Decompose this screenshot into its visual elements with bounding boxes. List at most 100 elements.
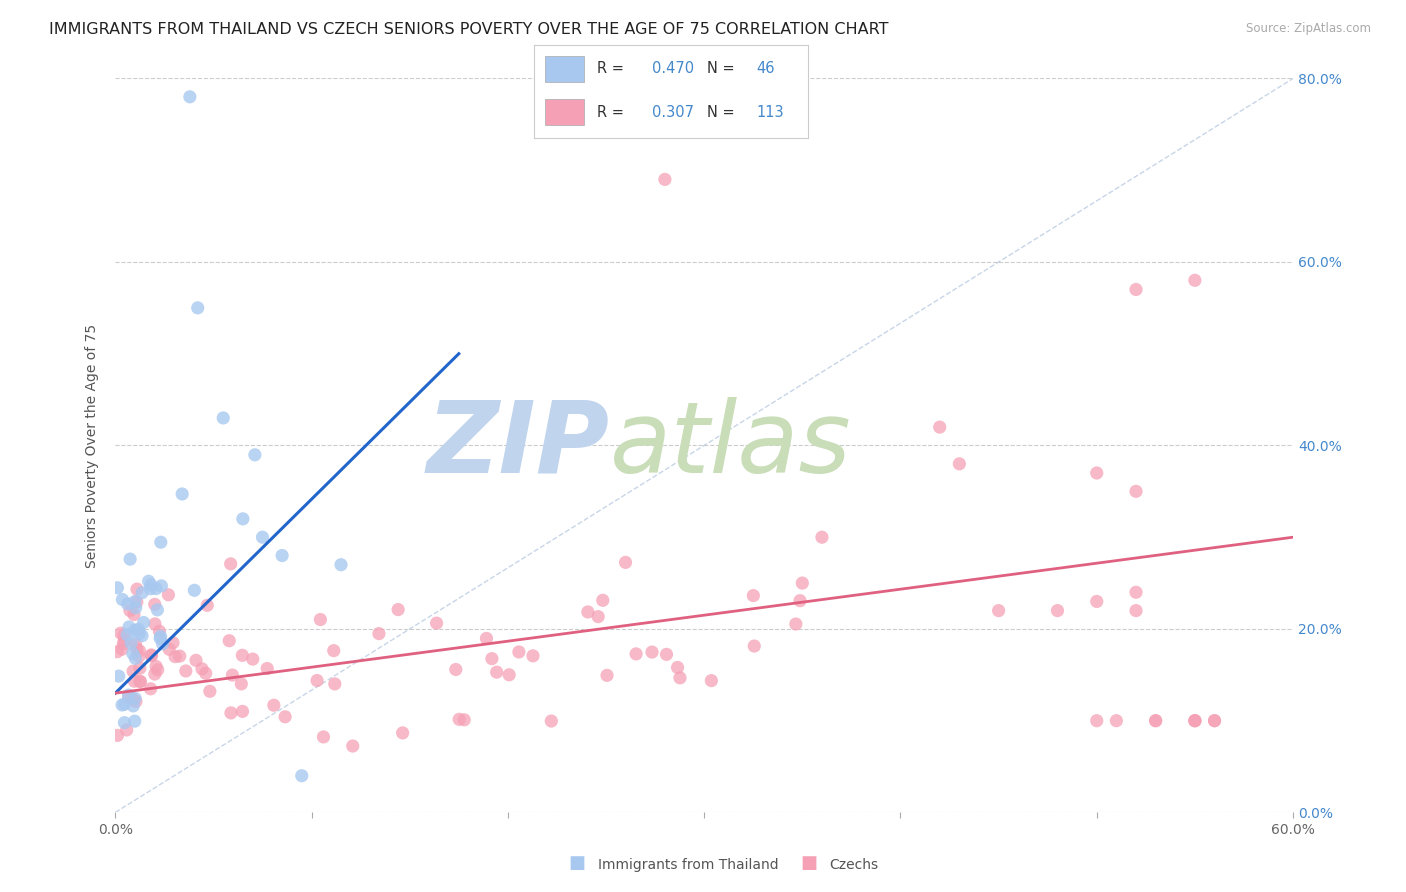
Point: [143, 667, 166, 681]
Point: [1046, 604, 1069, 618]
Point: [187, 301, 209, 315]
Y-axis label: Seniors Poverty Over the Age of 75: Seniors Poverty Over the Age of 75: [86, 324, 100, 567]
Point: [184, 653, 207, 667]
Point: [127, 622, 149, 636]
Point: [291, 769, 314, 783]
Point: [508, 645, 530, 659]
Point: [132, 615, 155, 630]
Point: [107, 581, 129, 595]
Point: [152, 637, 174, 651]
Point: [1204, 714, 1226, 728]
Point: [811, 530, 834, 544]
Point: [165, 649, 187, 664]
Point: [139, 681, 162, 696]
Point: [987, 604, 1010, 618]
Point: [614, 555, 637, 569]
Point: [118, 620, 141, 634]
Point: [124, 624, 146, 638]
Point: [252, 530, 274, 544]
Point: [792, 576, 814, 591]
Point: [1204, 714, 1226, 728]
Point: [169, 649, 191, 664]
Text: IMMIGRANTS FROM THAILAND VS CZECH SENIORS POVERTY OVER THE AGE OF 75 CORRELATION: IMMIGRANTS FROM THAILAND VS CZECH SENIOR…: [49, 22, 889, 37]
Point: [125, 694, 148, 708]
Point: [309, 613, 332, 627]
Point: [112, 628, 135, 642]
Point: [1085, 714, 1108, 728]
Point: [231, 648, 253, 663]
Point: [219, 557, 242, 571]
Point: [125, 595, 148, 609]
Text: ■: ■: [800, 855, 817, 872]
Point: [129, 674, 152, 689]
Point: [124, 600, 146, 615]
Point: [312, 730, 335, 744]
Point: [162, 636, 184, 650]
Point: [498, 668, 520, 682]
Text: Czechs: Czechs: [830, 858, 879, 872]
Point: [1125, 585, 1147, 599]
Point: [112, 715, 135, 730]
Point: [669, 671, 692, 685]
Text: R =: R =: [598, 61, 628, 76]
Point: [120, 636, 142, 650]
Point: [231, 677, 253, 691]
Point: [146, 603, 169, 617]
Point: [624, 647, 647, 661]
Point: [111, 592, 134, 607]
Point: [105, 645, 128, 659]
Point: [1144, 714, 1167, 728]
Point: [1125, 283, 1147, 297]
Point: [179, 90, 201, 104]
Point: [641, 645, 664, 659]
Point: [125, 641, 148, 656]
Point: [128, 661, 150, 675]
Point: [592, 593, 614, 607]
Text: ZIP: ZIP: [427, 397, 610, 494]
Point: [115, 627, 138, 641]
Point: [522, 648, 544, 663]
Point: [111, 642, 134, 657]
Point: [120, 552, 142, 566]
Point: [124, 691, 146, 706]
Point: [128, 649, 150, 664]
Point: [191, 662, 214, 676]
Point: [323, 677, 346, 691]
Point: [131, 585, 153, 599]
Point: [149, 632, 172, 646]
Point: [122, 698, 145, 713]
Point: [322, 643, 344, 657]
FancyBboxPatch shape: [546, 56, 583, 82]
Point: [139, 578, 162, 592]
Point: [263, 698, 285, 713]
Point: [475, 632, 498, 646]
Point: [485, 665, 508, 680]
Point: [1085, 466, 1108, 480]
Point: [124, 651, 146, 665]
Text: 0.470: 0.470: [652, 61, 695, 76]
Point: [107, 728, 129, 742]
Point: [307, 673, 329, 688]
Text: 0.307: 0.307: [652, 104, 695, 120]
Point: [124, 594, 146, 608]
Point: [444, 663, 467, 677]
Point: [114, 633, 136, 648]
Point: [138, 574, 160, 589]
Point: [368, 626, 391, 640]
Point: [121, 647, 143, 661]
Point: [1105, 714, 1128, 728]
Point: [928, 420, 950, 434]
Point: [124, 637, 146, 651]
Point: [387, 602, 409, 616]
Point: [157, 588, 180, 602]
Point: [576, 605, 599, 619]
Point: [1125, 604, 1147, 618]
Point: [115, 723, 138, 737]
Point: [145, 582, 167, 596]
Point: [131, 629, 153, 643]
Text: 46: 46: [756, 61, 775, 76]
Point: [219, 706, 242, 720]
Point: [141, 648, 163, 663]
Point: [391, 726, 413, 740]
Point: [330, 558, 353, 572]
